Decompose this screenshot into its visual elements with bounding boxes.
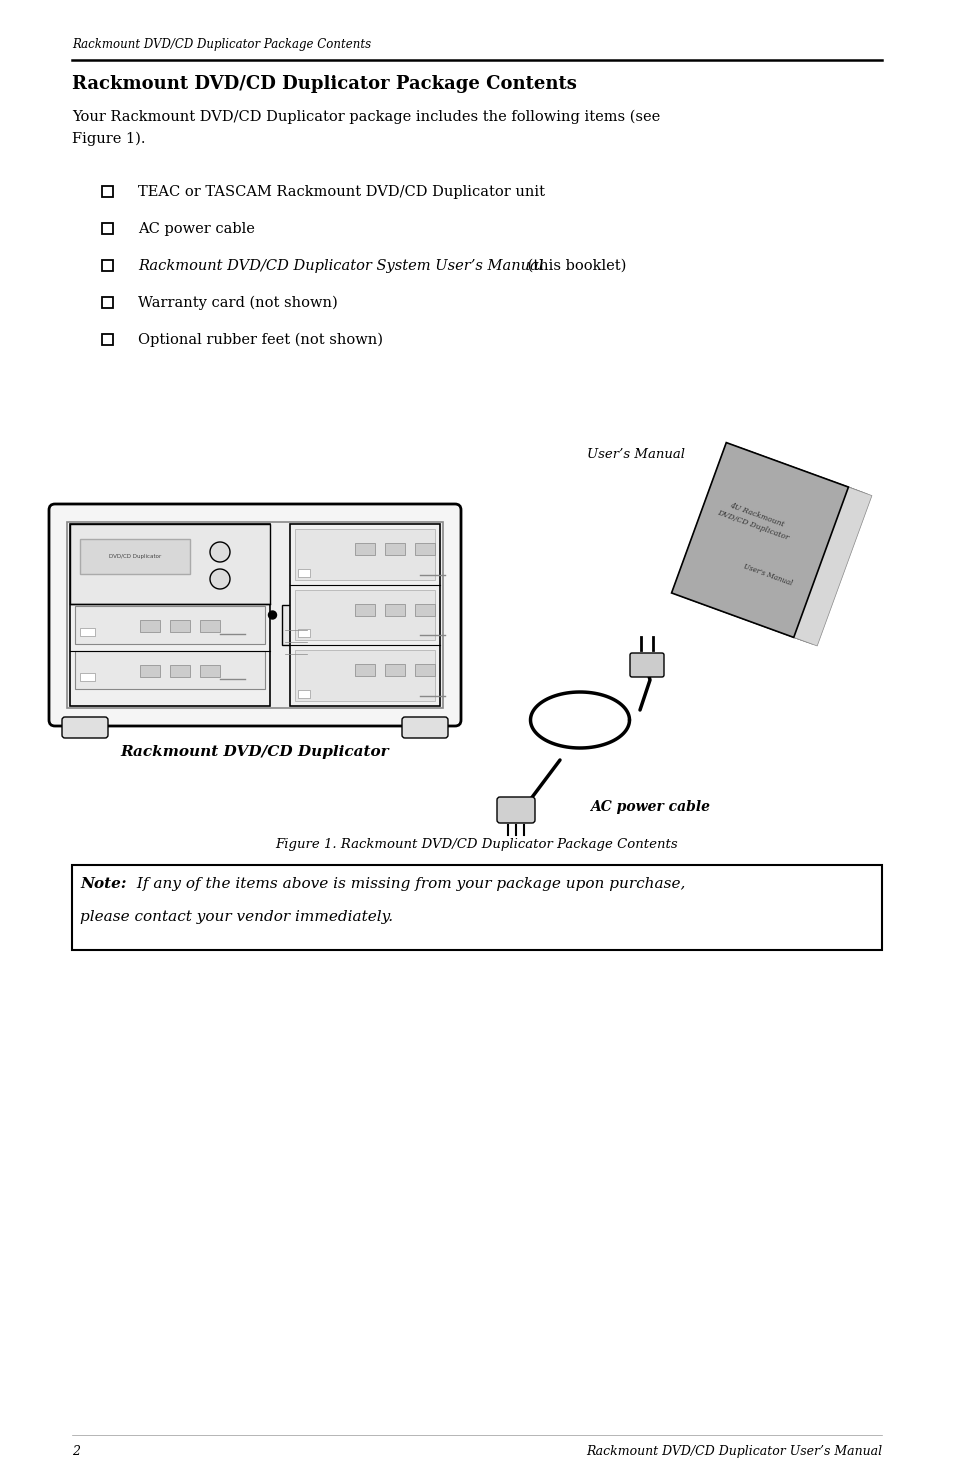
FancyBboxPatch shape: [297, 630, 310, 637]
FancyBboxPatch shape: [355, 603, 375, 615]
FancyBboxPatch shape: [70, 524, 270, 707]
Circle shape: [268, 611, 276, 620]
FancyBboxPatch shape: [290, 524, 439, 707]
Polygon shape: [685, 448, 862, 643]
FancyBboxPatch shape: [170, 665, 190, 677]
Text: DVD/CD Duplicator: DVD/CD Duplicator: [109, 555, 161, 559]
Text: TEAC or TASCAM Rackmount DVD/CD Duplicator unit: TEAC or TASCAM Rackmount DVD/CD Duplicat…: [138, 184, 544, 199]
Bar: [102, 260, 113, 270]
Text: Rackmount DVD/CD Duplicator: Rackmount DVD/CD Duplicator: [121, 745, 389, 760]
Text: Rackmount DVD/CD Duplicator System User’s Manual: Rackmount DVD/CD Duplicator System User’…: [138, 260, 543, 273]
Text: Optional rubber feet (not shown): Optional rubber feet (not shown): [138, 333, 382, 348]
FancyBboxPatch shape: [200, 620, 220, 631]
FancyBboxPatch shape: [200, 665, 220, 677]
Polygon shape: [676, 444, 852, 639]
Bar: [102, 333, 113, 345]
Text: (this booklet): (this booklet): [522, 260, 626, 273]
FancyBboxPatch shape: [294, 650, 435, 701]
FancyBboxPatch shape: [140, 665, 160, 677]
FancyBboxPatch shape: [297, 569, 310, 577]
FancyBboxPatch shape: [415, 543, 435, 555]
FancyBboxPatch shape: [385, 664, 405, 677]
Text: If any of the items above is missing from your package upon purchase,: If any of the items above is missing fro…: [132, 878, 684, 891]
Text: Rackmount DVD/CD Duplicator User’s Manual: Rackmount DVD/CD Duplicator User’s Manua…: [585, 1446, 882, 1457]
FancyBboxPatch shape: [75, 606, 265, 645]
Text: 4U Rackmount
DVD/CD Duplicator: 4U Rackmount DVD/CD Duplicator: [716, 499, 793, 541]
Text: Warranty card (not shown): Warranty card (not shown): [138, 296, 337, 310]
Bar: [102, 223, 113, 233]
Text: 2: 2: [71, 1446, 80, 1457]
Text: Figure 1. Rackmount DVD/CD Duplicator Package Contents: Figure 1. Rackmount DVD/CD Duplicator Pa…: [275, 838, 678, 851]
FancyBboxPatch shape: [385, 603, 405, 615]
Bar: [102, 296, 113, 307]
FancyBboxPatch shape: [401, 717, 448, 738]
Text: Note:: Note:: [80, 878, 127, 891]
FancyBboxPatch shape: [355, 664, 375, 677]
Text: Your Rackmount DVD/CD Duplicator package includes the following items (see
Figur: Your Rackmount DVD/CD Duplicator package…: [71, 111, 659, 146]
FancyBboxPatch shape: [140, 620, 160, 631]
FancyBboxPatch shape: [80, 628, 95, 636]
Polygon shape: [695, 451, 871, 646]
FancyBboxPatch shape: [294, 590, 435, 640]
FancyBboxPatch shape: [629, 653, 663, 677]
FancyBboxPatch shape: [294, 530, 435, 580]
Polygon shape: [671, 442, 847, 637]
FancyBboxPatch shape: [415, 603, 435, 615]
FancyBboxPatch shape: [71, 864, 882, 950]
FancyBboxPatch shape: [70, 524, 270, 603]
FancyBboxPatch shape: [282, 605, 310, 645]
FancyBboxPatch shape: [170, 620, 190, 631]
FancyBboxPatch shape: [49, 504, 460, 726]
FancyBboxPatch shape: [80, 538, 190, 574]
Bar: [102, 186, 113, 196]
Text: Rackmount DVD/CD Duplicator Package Contents: Rackmount DVD/CD Duplicator Package Cont…: [71, 75, 577, 93]
Polygon shape: [671, 442, 847, 637]
Text: AC power cable: AC power cable: [138, 223, 254, 236]
Circle shape: [210, 541, 230, 562]
Text: AC power cable: AC power cable: [589, 799, 709, 814]
Text: Rackmount DVD/CD Duplicator Package Contents: Rackmount DVD/CD Duplicator Package Cont…: [71, 38, 371, 52]
Polygon shape: [680, 445, 857, 640]
FancyBboxPatch shape: [67, 522, 442, 708]
Circle shape: [210, 569, 230, 589]
FancyBboxPatch shape: [497, 796, 535, 823]
Polygon shape: [690, 450, 866, 645]
FancyBboxPatch shape: [75, 650, 265, 689]
Text: User’s Manual: User’s Manual: [586, 448, 684, 462]
Text: please contact your vendor immediately.: please contact your vendor immediately.: [80, 910, 393, 923]
FancyBboxPatch shape: [415, 664, 435, 677]
FancyBboxPatch shape: [297, 690, 310, 698]
FancyBboxPatch shape: [62, 717, 108, 738]
FancyBboxPatch shape: [385, 543, 405, 555]
FancyBboxPatch shape: [80, 673, 95, 681]
FancyBboxPatch shape: [355, 543, 375, 555]
Text: User's Manual: User's Manual: [741, 562, 793, 587]
